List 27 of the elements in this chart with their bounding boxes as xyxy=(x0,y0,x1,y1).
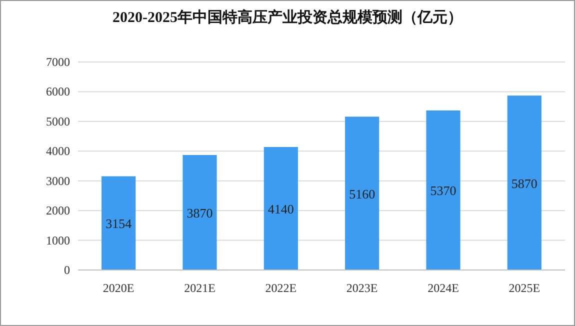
x-tick-label: 2024E xyxy=(428,281,459,295)
y-tick-label: 5000 xyxy=(46,114,70,128)
chart-title: 2020-2025年中国特高压产业投资总规模预测（亿元） xyxy=(112,8,462,26)
y-tick-label: 0 xyxy=(64,263,70,277)
data-label: 5870 xyxy=(511,176,538,191)
y-tick-label: 3000 xyxy=(46,174,70,188)
y-tick-label: 1000 xyxy=(46,233,70,248)
y-tick-label: 6000 xyxy=(46,84,70,99)
data-label: 4140 xyxy=(268,201,294,216)
y-tick-label: 7000 xyxy=(46,55,70,69)
x-tick-label: 2023E xyxy=(346,281,378,295)
y-tick-label: 2000 xyxy=(46,204,70,218)
x-tick-label: 2021E xyxy=(184,281,216,295)
bar xyxy=(182,155,217,270)
x-tick-label: 2025E xyxy=(508,281,540,295)
bar xyxy=(264,146,298,270)
x-tick-label: 2022E xyxy=(265,281,297,295)
data-label: 5160 xyxy=(349,186,376,202)
bar xyxy=(426,110,460,270)
data-label: 3870 xyxy=(186,206,213,221)
bar xyxy=(345,116,380,270)
data-label: 3154 xyxy=(106,216,132,232)
data-label: 5370 xyxy=(430,183,456,198)
x-tick-label: 2020E xyxy=(102,281,134,295)
bar xyxy=(507,96,542,270)
bar xyxy=(102,176,136,270)
y-tick-label: 4000 xyxy=(46,144,70,158)
